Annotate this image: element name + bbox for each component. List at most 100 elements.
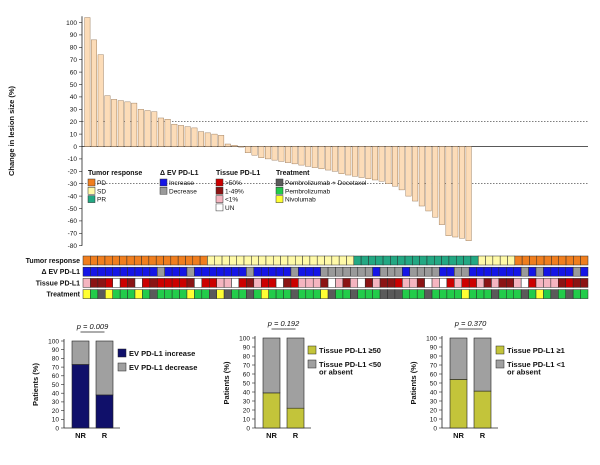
- waterfall-bar: [164, 119, 171, 147]
- track-cell: [346, 255, 355, 266]
- track-cell: [149, 266, 158, 277]
- track-cell: [454, 278, 462, 288]
- track-cell: [372, 278, 381, 288]
- track-cell: [134, 266, 143, 277]
- legend-swatch: [215, 195, 224, 203]
- track-cell: [327, 289, 336, 299]
- track-cell: [331, 255, 340, 266]
- waterfall-bar: [278, 146, 285, 162]
- panel-y-tick-label: 10: [243, 416, 251, 423]
- waterfall-bar: [211, 133, 218, 147]
- track-cell: [535, 289, 544, 299]
- waterfall-bar: [171, 123, 178, 147]
- track-cell: [142, 278, 151, 288]
- pvalue-label: p = 0.009: [76, 322, 109, 331]
- track-cell: [280, 255, 289, 266]
- track-cell: [357, 278, 366, 288]
- track-cell: [260, 278, 269, 288]
- panel-legend-swatch: [495, 359, 505, 369]
- track-cell: [439, 289, 448, 299]
- waterfall-bar: [378, 146, 385, 182]
- panel-bar-segment: [286, 337, 305, 409]
- track-cell: [253, 278, 262, 288]
- track-cell: [164, 278, 173, 288]
- track-cell: [112, 255, 120, 266]
- track-cell: [528, 289, 537, 299]
- track-cell: [506, 266, 514, 277]
- track-label: Δ EV PD-L1: [42, 269, 81, 276]
- track-cell: [468, 266, 477, 277]
- track-cell: [580, 289, 589, 299]
- waterfall-bar: [244, 146, 251, 153]
- waterfall-bar: [265, 146, 271, 160]
- track-cell: [483, 278, 492, 288]
- track-cell: [251, 255, 259, 266]
- track-cell: [231, 278, 240, 288]
- track-cell: [372, 289, 381, 299]
- track-cell: [302, 255, 311, 266]
- waterfall-y-tick-label: 100: [66, 20, 77, 27]
- track-cell: [499, 255, 508, 266]
- track-cell: [461, 278, 470, 288]
- track-cell: [283, 289, 292, 299]
- track-cell: [82, 278, 91, 288]
- track-cell: [431, 278, 440, 288]
- panel-y-tick-label: 30: [430, 398, 438, 405]
- waterfall-y-tick-label: -20: [68, 169, 78, 176]
- track-cell: [320, 266, 329, 277]
- waterfall-y-tick-label: 90: [70, 32, 78, 39]
- waterfall-bar: [137, 109, 144, 147]
- track-cell: [572, 266, 581, 277]
- track-cell: [357, 289, 366, 299]
- track-cell: [468, 289, 477, 299]
- track-cell: [126, 255, 135, 266]
- track-cell: [485, 255, 494, 266]
- track-cell: [536, 255, 545, 266]
- waterfall-bar: [298, 146, 305, 166]
- panel-legend-swatch: [495, 345, 505, 355]
- track-cell: [342, 278, 351, 288]
- track-label: Tumor response: [26, 258, 80, 265]
- panel-bar-segment: [95, 394, 114, 429]
- track-cell: [105, 266, 113, 277]
- panel-bar-segment: [262, 337, 281, 394]
- track-cell: [456, 255, 464, 266]
- track-cell: [491, 278, 500, 288]
- waterfall-bar: [238, 146, 245, 148]
- track-cell: [397, 255, 406, 266]
- track-cell: [231, 266, 240, 277]
- track-cell: [558, 255, 567, 266]
- track-cell: [573, 255, 581, 266]
- track-cell: [155, 255, 164, 266]
- track-cell: [558, 278, 566, 288]
- track-cell: [379, 278, 388, 288]
- track-cell: [157, 289, 165, 299]
- track-cell: [209, 266, 217, 277]
- panel-legend-label: Tissue PD-L1 <1: [507, 360, 565, 369]
- track-cell: [446, 289, 455, 299]
- track-cell: [513, 278, 522, 288]
- panel-y-tick-label: 0: [246, 425, 250, 432]
- panel-legend-swatch: [307, 359, 317, 369]
- legend-item-label: >50%: [225, 180, 242, 187]
- track-cell: [268, 266, 277, 277]
- waterfall-bar: [184, 126, 191, 147]
- track-cell: [238, 278, 247, 288]
- waterfall-bar: [372, 146, 378, 181]
- track-cell: [543, 289, 552, 299]
- waterfall-bar: [104, 95, 111, 147]
- panel-legend-swatch: [307, 345, 317, 355]
- waterfall-bar: [325, 146, 332, 171]
- waterfall-bar: [144, 110, 151, 147]
- track-cell: [543, 255, 552, 266]
- legend-item-label: PR: [97, 197, 106, 204]
- track-cell: [498, 266, 507, 277]
- panel-legend-swatch: [117, 348, 127, 358]
- waterfall-bar: [432, 146, 439, 218]
- track-cell: [387, 278, 396, 288]
- track-cell: [426, 255, 435, 266]
- track-cell: [431, 266, 440, 277]
- track-cell: [273, 255, 281, 266]
- waterfall-bar: [358, 146, 365, 178]
- track-cell: [565, 278, 574, 288]
